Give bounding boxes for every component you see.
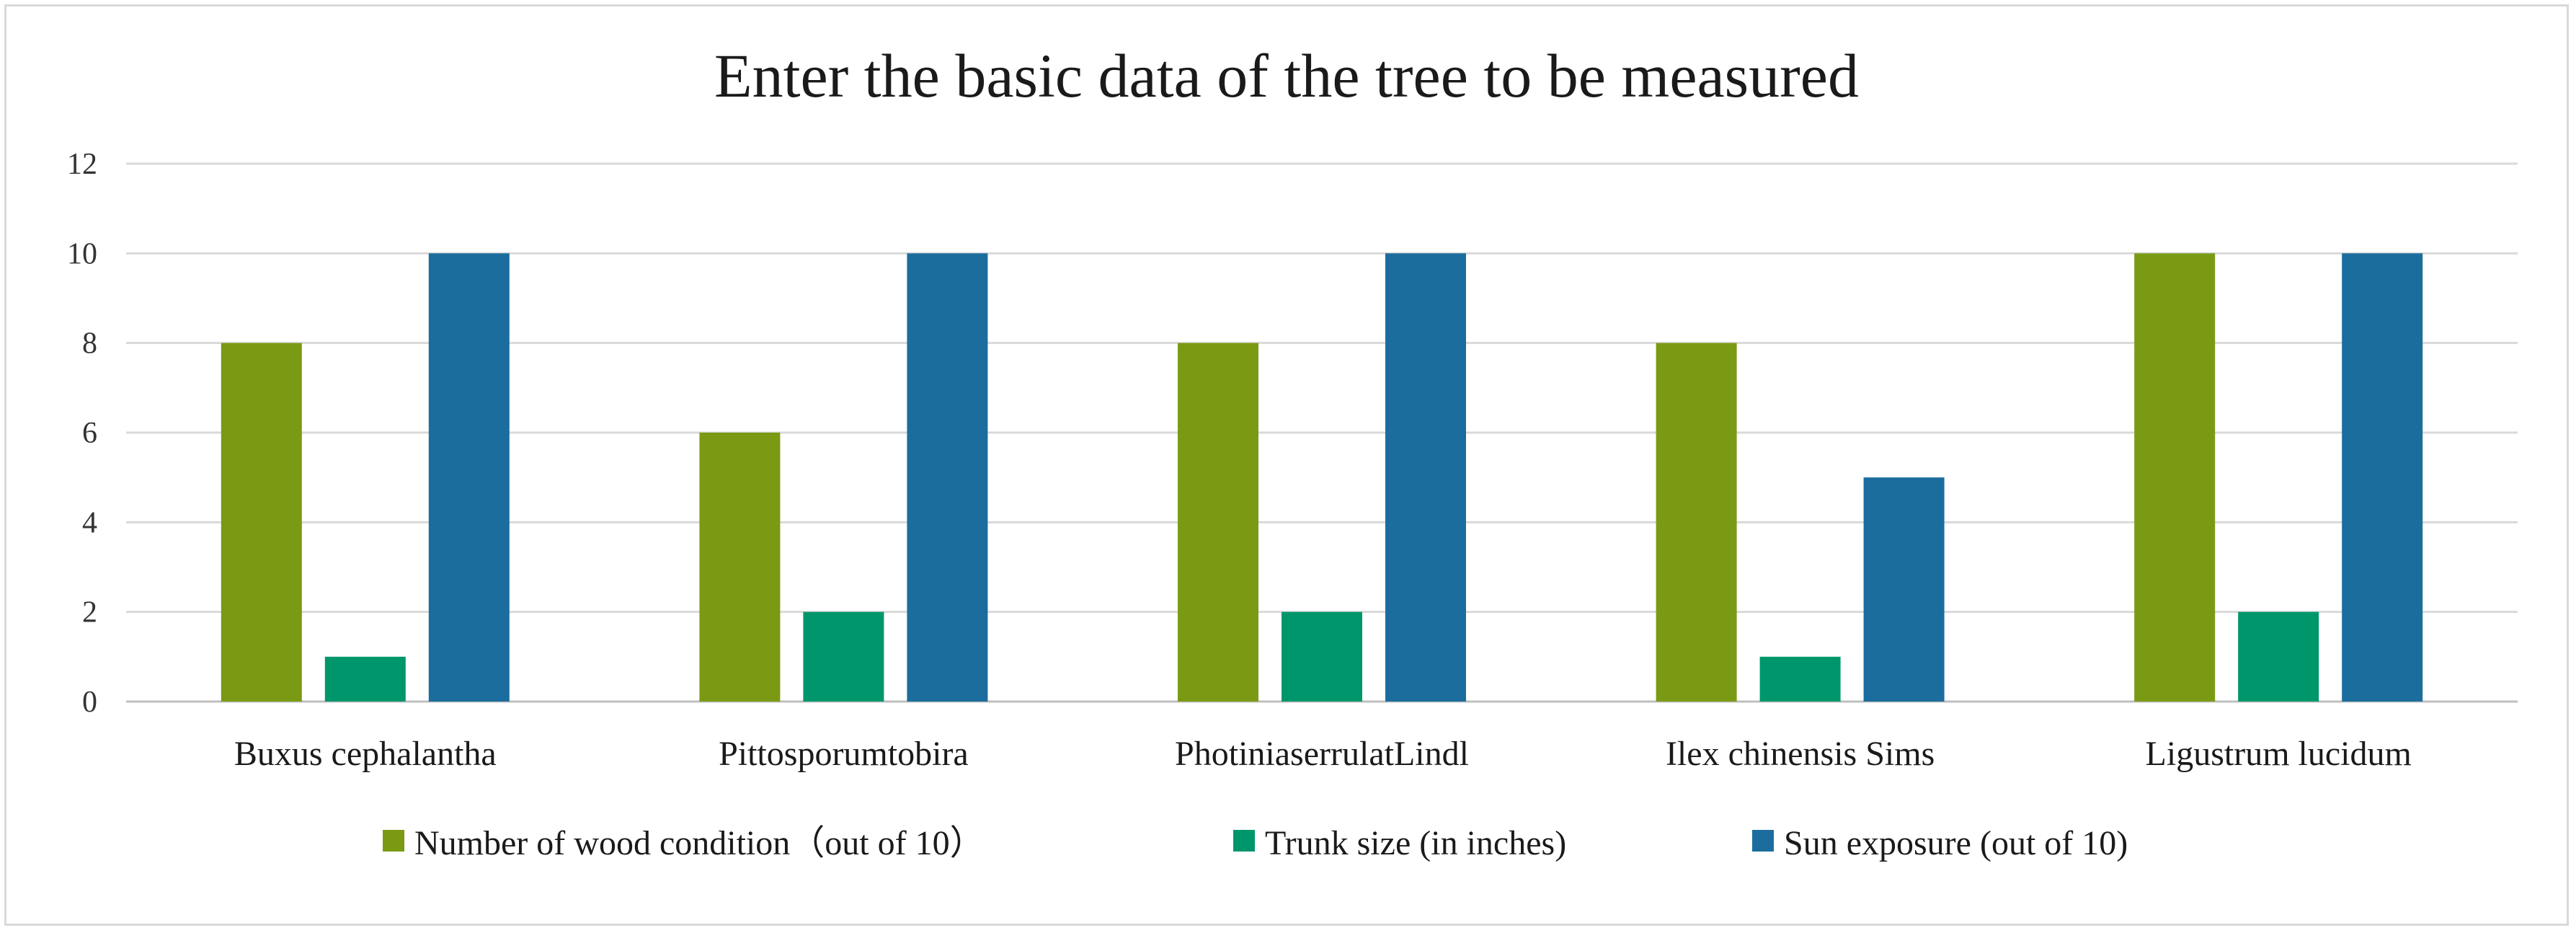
bar-chart: Enter the basic data of the tree to be m… [67,41,2518,862]
bars [221,253,2423,702]
legend-label: Trunk size (in inches) [1265,824,1566,862]
gridlines [126,162,2518,703]
y-tick-label: 12 [67,148,97,181]
x-category-label: Buxus cephalantha [234,735,497,773]
bar [221,342,302,702]
y-tick-label: 6 [82,417,97,450]
x-category-label: Ligustrum lucidum [2146,735,2412,773]
bar [324,656,406,702]
bar [1656,342,1737,702]
legend-swatch [1233,830,1255,852]
legend: Number of wood condition（out of 10） Trunk… [383,824,2128,862]
y-tick-label: 0 [82,686,97,719]
bar [699,433,781,702]
bar [803,611,884,702]
y-tick-label: 10 [67,237,97,270]
bar [1385,253,1466,702]
bar [1863,477,1945,702]
bar [1282,611,1362,702]
chart-title: Enter the basic data of the tree to be m… [714,41,1859,110]
y-tick-label: 8 [82,327,97,361]
bar [2134,253,2216,702]
bar [907,253,988,702]
legend-label: Sun exposure (out of 10) [1784,824,2128,862]
y-tick-label: 2 [82,596,97,629]
bar [2342,253,2423,702]
chart-frame: Enter the basic data of the tree to be m… [4,4,2569,926]
legend-label: Number of wood condition（out of 10） [414,824,985,862]
y-tick-label: 4 [82,506,97,539]
bar [1178,342,1258,702]
legend-swatch [1752,830,1774,852]
x-axis: Buxus cephalantha Pittosporumtobira Photin… [234,735,2412,773]
y-axis-ticks: 0 2 4 6 8 10 12 [67,148,97,719]
x-category-label: Pittosporumtobira [719,735,969,773]
x-category-label: PhotiniaserrulatLindl [1175,735,1469,773]
x-category-label: Ilex chinensis Sims [1666,735,1935,773]
legend-swatch [383,830,404,852]
bar [428,253,510,702]
bar [1759,656,1841,702]
bar [2238,611,2319,702]
